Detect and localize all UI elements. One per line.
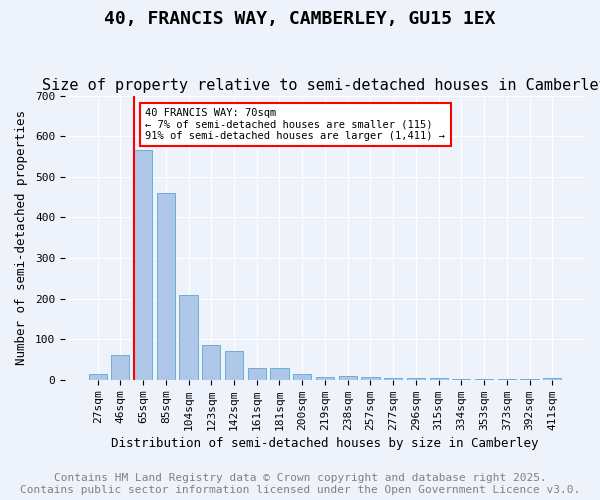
Bar (248, 368, 266, 380)
Bar (543, 378, 562, 380)
Bar (111, 356, 130, 380)
Title: Size of property relative to semi-detached houses in Camberley: Size of property relative to semi-detach… (42, 78, 600, 93)
Text: 40 FRANCIS WAY: 70sqm
← 7% of semi-detached houses are smaller (115)
91% of semi: 40 FRANCIS WAY: 70sqm ← 7% of semi-detac… (145, 108, 445, 141)
Text: 40, FRANCIS WAY, CAMBERLEY, GU15 1EX: 40, FRANCIS WAY, CAMBERLEY, GU15 1EX (104, 10, 496, 28)
Bar (338, 376, 357, 380)
X-axis label: Distribution of semi-detached houses by size in Camberley: Distribution of semi-detached houses by … (111, 437, 539, 450)
Bar (407, 378, 425, 380)
Bar (475, 379, 493, 380)
Bar (316, 376, 334, 380)
Bar (452, 378, 470, 380)
Bar (179, 294, 197, 380)
Bar (202, 346, 220, 380)
Y-axis label: Number of semi-detached properties: Number of semi-detached properties (15, 110, 28, 365)
Bar (271, 368, 289, 380)
Text: Contains HM Land Registry data © Crown copyright and database right 2025.
Contai: Contains HM Land Registry data © Crown c… (20, 474, 580, 495)
Bar (157, 193, 175, 380)
Bar (225, 352, 243, 380)
Bar (361, 377, 380, 380)
Bar (384, 378, 402, 380)
Bar (430, 378, 448, 380)
Bar (134, 150, 152, 380)
Bar (89, 374, 107, 380)
Bar (293, 374, 311, 380)
